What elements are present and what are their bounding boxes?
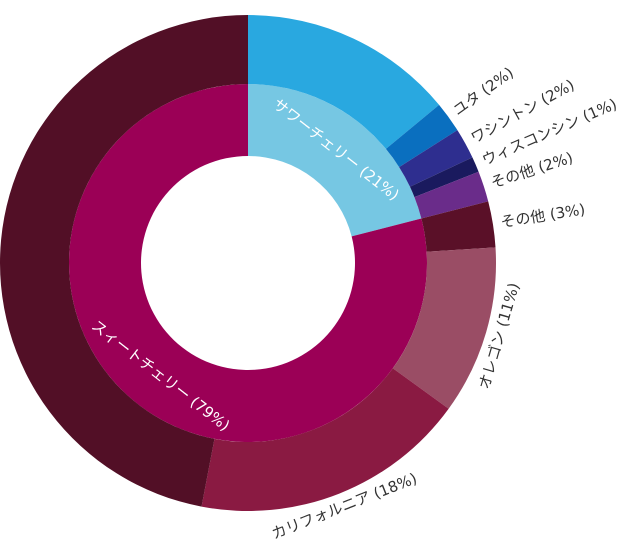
segment bbox=[248, 15, 440, 149]
segment bbox=[414, 171, 489, 219]
segment bbox=[421, 201, 496, 252]
segment bbox=[392, 247, 496, 409]
segment bbox=[201, 368, 449, 511]
segment bbox=[68, 84, 427, 442]
segment bbox=[409, 157, 479, 198]
segment bbox=[385, 104, 458, 168]
segment bbox=[0, 15, 248, 507]
segment bbox=[399, 130, 473, 187]
segment bbox=[248, 84, 422, 237]
outer-label: その他 (3%) bbox=[499, 200, 586, 231]
